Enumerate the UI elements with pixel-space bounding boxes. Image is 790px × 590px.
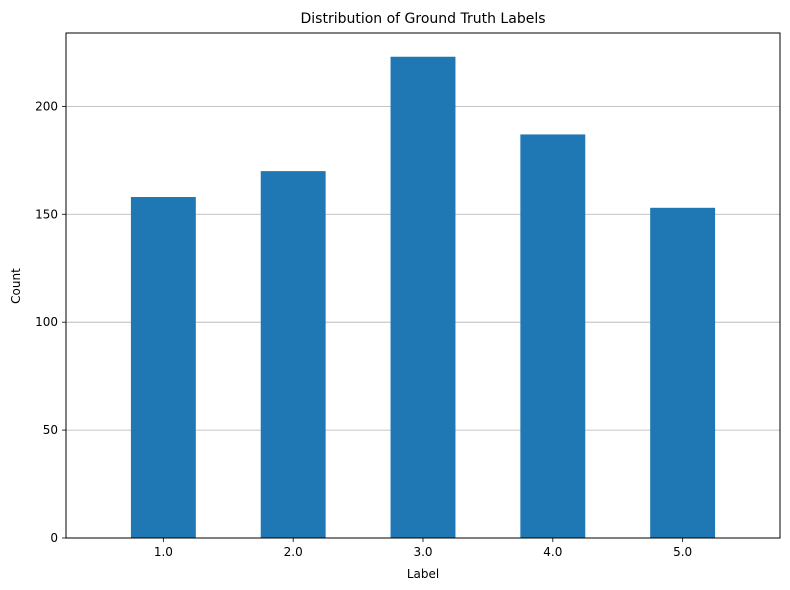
bar-5.0 [650, 207, 716, 539]
y-tick-label: 150 [35, 207, 58, 221]
y-tick-label: 0 [50, 531, 58, 545]
y-tick-label: 200 [35, 99, 58, 113]
x-tick-label: 1.0 [154, 545, 173, 559]
bar-3.0 [390, 56, 456, 538]
x-tick-label: 2.0 [284, 545, 303, 559]
x-tick-label: 5.0 [673, 545, 692, 559]
x-axis-ticks: 1.0 2.0 3.0 4.0 5.0 [154, 538, 692, 559]
x-tick-label: 4.0 [543, 545, 562, 559]
x-tick-label: 3.0 [413, 545, 432, 559]
bar-1.0 [130, 197, 196, 538]
y-tick-label: 50 [43, 423, 58, 437]
y-axis-ticks: 0 50 100 150 200 [35, 99, 66, 545]
bar-4.0 [520, 134, 586, 538]
x-axis-label: Label [407, 567, 439, 581]
y-tick-label: 100 [35, 315, 58, 329]
bars [130, 56, 716, 539]
bar-2.0 [260, 171, 326, 538]
chart-title: Distribution of Ground Truth Labels [300, 11, 545, 27]
y-axis-label: Count [9, 268, 23, 304]
